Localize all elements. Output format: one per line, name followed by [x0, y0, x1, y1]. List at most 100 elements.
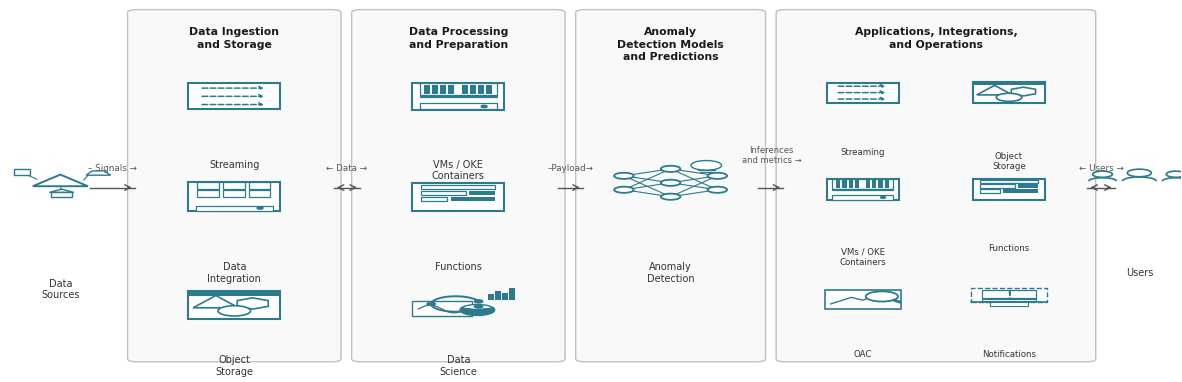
Polygon shape — [193, 296, 239, 308]
Bar — [14, 169, 31, 175]
Bar — [1018, 189, 1038, 193]
Bar — [197, 190, 219, 197]
Bar — [865, 180, 870, 188]
FancyBboxPatch shape — [576, 10, 766, 362]
Wedge shape — [461, 304, 494, 310]
Text: OAC: OAC — [853, 350, 872, 359]
FancyBboxPatch shape — [128, 10, 340, 362]
Bar — [843, 180, 846, 188]
Text: Anomaly
Detection Models
and Predictions: Anomaly Detection Models and Predictions — [617, 28, 723, 62]
Circle shape — [615, 187, 634, 193]
Bar — [422, 197, 447, 201]
Polygon shape — [33, 175, 87, 186]
Circle shape — [708, 173, 727, 179]
Bar — [982, 299, 1035, 301]
Bar — [826, 179, 898, 200]
Text: Object
Storage: Object Storage — [992, 152, 1026, 171]
Bar — [872, 180, 876, 188]
Bar — [188, 182, 280, 211]
Bar — [486, 85, 492, 94]
Bar — [433, 85, 437, 94]
Circle shape — [865, 291, 898, 301]
Text: Data
Integration: Data Integration — [207, 262, 261, 283]
Bar — [470, 85, 475, 94]
Bar — [413, 83, 505, 110]
Polygon shape — [238, 298, 268, 309]
Bar — [188, 291, 280, 296]
Circle shape — [428, 303, 435, 305]
Polygon shape — [1012, 87, 1035, 96]
Bar — [973, 82, 1045, 85]
Bar — [223, 190, 245, 197]
Bar — [832, 189, 894, 190]
Bar — [478, 85, 483, 94]
FancyBboxPatch shape — [351, 10, 565, 362]
Bar — [420, 83, 498, 95]
Bar — [973, 82, 1045, 104]
Text: Data
Science: Data Science — [440, 355, 478, 377]
Polygon shape — [86, 171, 111, 175]
Bar — [826, 83, 898, 103]
Bar — [495, 291, 501, 300]
Bar — [420, 104, 498, 110]
Bar — [502, 293, 508, 300]
Bar — [424, 85, 430, 94]
Polygon shape — [976, 85, 1013, 95]
Text: Applications, Integrations,
and Operations: Applications, Integrations, and Operatio… — [855, 28, 1018, 50]
Bar — [970, 288, 1047, 302]
Bar — [469, 197, 495, 201]
Text: Anomaly
Detection: Anomaly Detection — [647, 262, 694, 283]
Bar — [413, 301, 472, 316]
Text: Data Ingestion
and Storage: Data Ingestion and Storage — [189, 28, 279, 50]
FancyBboxPatch shape — [777, 10, 1096, 362]
Bar — [469, 191, 495, 195]
Circle shape — [475, 306, 482, 308]
Text: Users: Users — [1125, 268, 1152, 278]
Bar — [973, 179, 1045, 200]
Text: Data Processing
and Preparation: Data Processing and Preparation — [409, 28, 508, 50]
Bar — [855, 180, 859, 188]
Text: Streaming: Streaming — [209, 160, 260, 170]
Bar — [248, 182, 271, 189]
Bar — [980, 185, 1015, 188]
Bar — [1018, 185, 1038, 188]
Bar — [51, 193, 72, 197]
Text: – Signals →: – Signals → — [87, 163, 137, 173]
Circle shape — [661, 166, 681, 172]
Circle shape — [615, 173, 634, 179]
Circle shape — [1167, 171, 1182, 177]
Text: Streaming: Streaming — [840, 148, 885, 157]
Bar — [462, 85, 468, 94]
Polygon shape — [50, 189, 73, 193]
Circle shape — [475, 300, 482, 303]
Bar — [488, 294, 494, 300]
Bar — [422, 191, 466, 195]
Text: –Payload→: –Payload→ — [548, 163, 593, 173]
Wedge shape — [460, 308, 495, 316]
Bar — [413, 183, 505, 210]
Bar — [982, 290, 1035, 298]
Bar — [448, 85, 454, 94]
Text: VMs / OKE
Containers: VMs / OKE Containers — [839, 248, 886, 267]
Circle shape — [661, 194, 681, 200]
Text: Notifications: Notifications — [982, 350, 1037, 359]
Bar — [849, 180, 853, 188]
Bar — [884, 180, 889, 188]
Text: Functions: Functions — [435, 262, 482, 272]
Bar — [1004, 189, 1024, 193]
Text: ← Data →: ← Data → — [326, 163, 368, 173]
Circle shape — [1128, 169, 1151, 177]
Circle shape — [996, 93, 1021, 101]
Bar — [878, 180, 883, 188]
Text: Data
Sources: Data Sources — [41, 279, 79, 300]
Bar — [836, 180, 840, 188]
Text: Inferences
and metrics →: Inferences and metrics → — [741, 146, 801, 165]
Bar — [832, 195, 894, 200]
Text: VMs / OKE
Containers: VMs / OKE Containers — [431, 160, 485, 181]
Bar — [825, 290, 901, 309]
Circle shape — [258, 207, 262, 209]
Bar — [980, 189, 1000, 193]
Bar — [991, 302, 1028, 306]
Bar — [197, 182, 219, 189]
Bar — [188, 291, 280, 319]
